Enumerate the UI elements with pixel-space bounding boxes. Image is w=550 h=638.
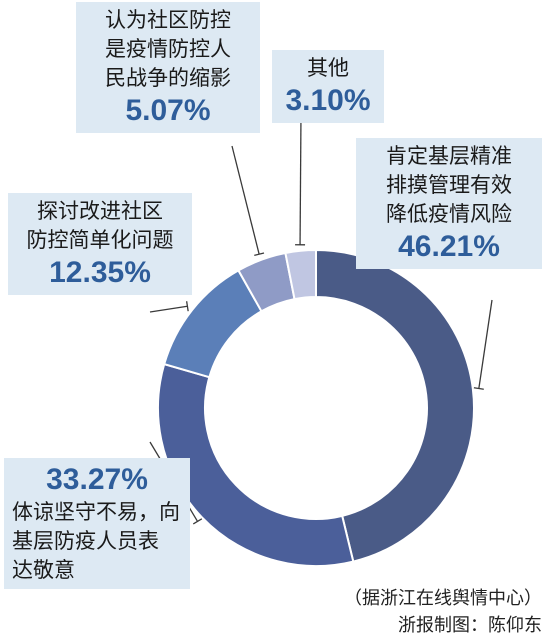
donut-slices — [157, 248, 475, 567]
leader-line-5 — [299, 112, 302, 245]
donut-slice-1 — [315, 248, 475, 563]
slice-label-line: 认为社区防控 — [105, 8, 231, 32]
slice-label-line: 体谅坚守不易，向 — [12, 500, 180, 524]
source-note: （据浙江在线舆情中心） — [344, 588, 542, 609]
slice-label-box-1: 肯定基层精准 排摸管理有效 降低疫情风险 46.21% — [356, 138, 542, 269]
slice-label-line: 探讨改进社区 — [37, 199, 163, 223]
slice-label-box-2: 33.27% 体谅坚守不易，向 基层防疫人员表 达敬意 — [4, 458, 190, 589]
slice-value-label: 5.07% — [125, 94, 211, 127]
slice-value-label: 3.10% — [285, 84, 371, 117]
credit-line: 浙报制图：陈仰东 — [398, 615, 542, 636]
leader-line-4 — [231, 145, 260, 255]
slice-label-box-4: 认为社区防控 是疫情防控人 民战争的缩影 5.07% — [76, 2, 260, 133]
donut-slice-2 — [157, 362, 355, 567]
slice-label-line: 降低疫情风险 — [386, 202, 512, 226]
slice-label-line: 达敬意 — [12, 558, 75, 582]
leader-line-1 — [478, 299, 493, 389]
slice-label-box-5: 其他 3.10% — [272, 50, 384, 123]
leader-tick-2 — [192, 518, 203, 525]
slice-label-line: 是疫情防控人 — [105, 37, 231, 61]
slice-label-box-3: 探讨改进社区 防控简单化问题 12.35% — [8, 193, 192, 295]
leader-line-3 — [149, 305, 188, 313]
slice-value-label: 12.35% — [49, 256, 151, 289]
slice-label-line: 民战争的缩影 — [105, 66, 231, 90]
leader-tick-1 — [473, 387, 484, 390]
slice-label-line: 其他 — [307, 56, 349, 80]
slice-label-line: 防控简单化问题 — [26, 228, 174, 252]
slice-label-line: 排摸管理有效 — [386, 173, 512, 197]
slice-label-line: 肯定基层精准 — [386, 144, 512, 168]
leader-tick-3 — [185, 301, 189, 312]
donut-slice-5 — [284, 248, 317, 301]
slice-value-label: 33.27% — [46, 463, 148, 496]
leader-tick-4 — [254, 252, 265, 257]
slice-value-label: 46.21% — [398, 230, 500, 263]
slice-label-line: 基层防疫人员表 — [12, 529, 159, 553]
